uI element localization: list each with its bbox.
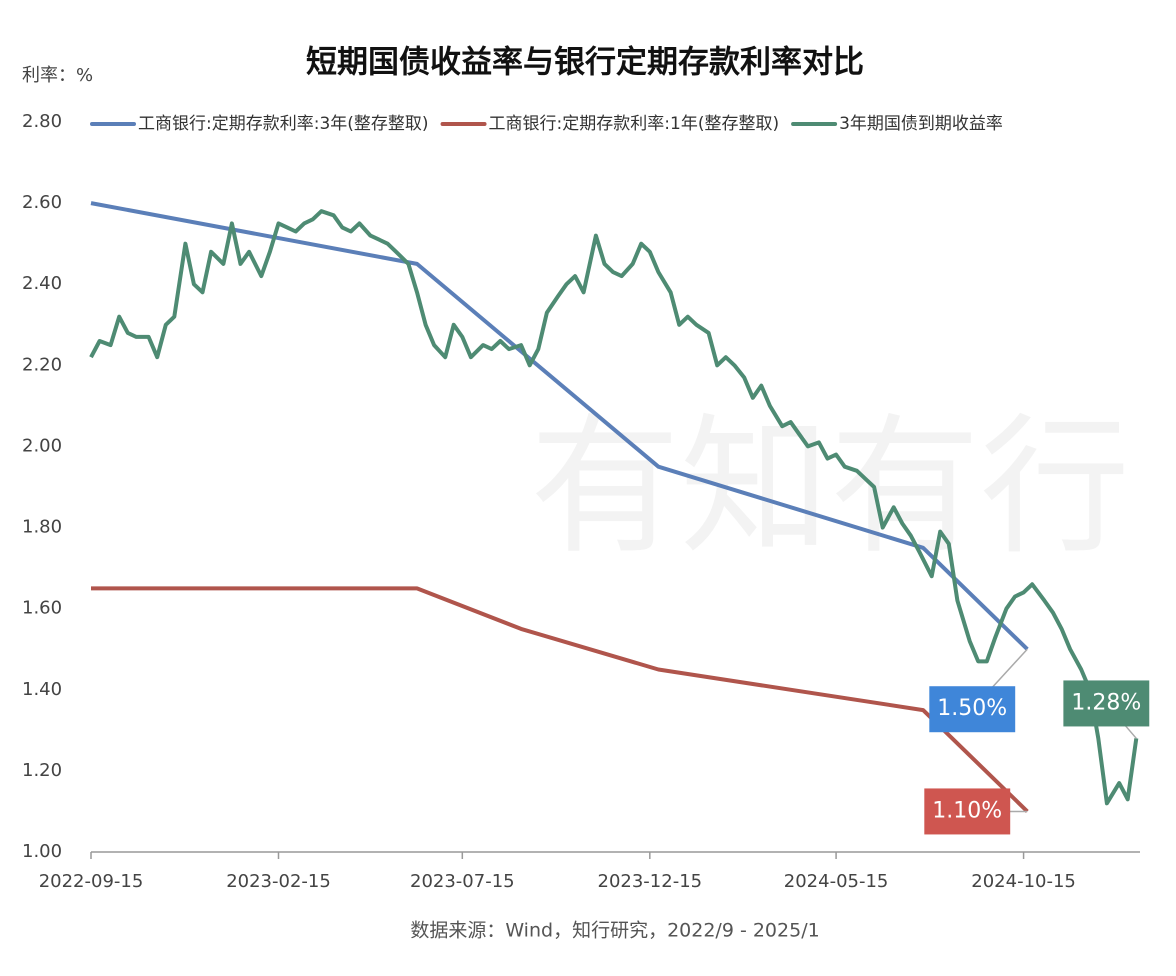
series-line (90, 201, 1029, 651)
legend-label: 工商银行:定期存款利率:3年(整存整取) (138, 114, 429, 134)
y-tick-label: 2.40 (22, 273, 62, 294)
x-tick-label: 2024-10-15 (971, 871, 1076, 892)
value-label-text: 1.28% (1071, 690, 1141, 715)
value-label-text: 1.10% (932, 798, 1002, 823)
x-tick-label: 2023-07-15 (410, 871, 515, 892)
value-label-box (929, 686, 1016, 733)
value-label: 1.28% (1063, 680, 1150, 727)
value-label-box (924, 788, 1011, 835)
y-tick-label: 1.60 (22, 598, 62, 619)
y-axis-label: 利率：% (22, 65, 93, 86)
y-tick-label: 1.40 (22, 679, 62, 700)
x-tick-label: 2024-05-15 (784, 871, 889, 892)
value-label-box (1063, 680, 1150, 727)
series-line (91, 586, 1029, 813)
legend-label: 3年期国债到期收益率 (839, 114, 1003, 134)
y-tick-label: 2.20 (22, 354, 62, 375)
value-label: 1.50% (929, 686, 1016, 733)
y-tick-label: 1.20 (22, 760, 62, 781)
x-tick-label: 2023-02-15 (226, 871, 331, 892)
value-label-text: 1.50% (937, 696, 1007, 721)
y-tick-label: 1.80 (22, 517, 62, 538)
chart-title: 短期国债收益率与银行定期存款利率对比 (306, 45, 864, 81)
x-tick-label: 2022-09-15 (39, 871, 144, 892)
legend-label: 工商银行:定期存款利率:1年(整存整取) (489, 114, 780, 134)
y-tick-label: 2.80 (22, 111, 62, 132)
watermark: 有知有行 (530, 401, 1130, 575)
value-label: 1.10% (924, 788, 1011, 835)
y-tick-label: 2.00 (22, 435, 62, 456)
series-line (89, 209, 1139, 806)
source-note: 数据来源：Wind，知行研究，2022/9 - 2025/1 (410, 920, 819, 942)
y-tick-label: 1.00 (22, 841, 62, 862)
x-tick-label: 2023-12-15 (598, 871, 703, 892)
y-tick-label: 2.60 (22, 192, 62, 213)
